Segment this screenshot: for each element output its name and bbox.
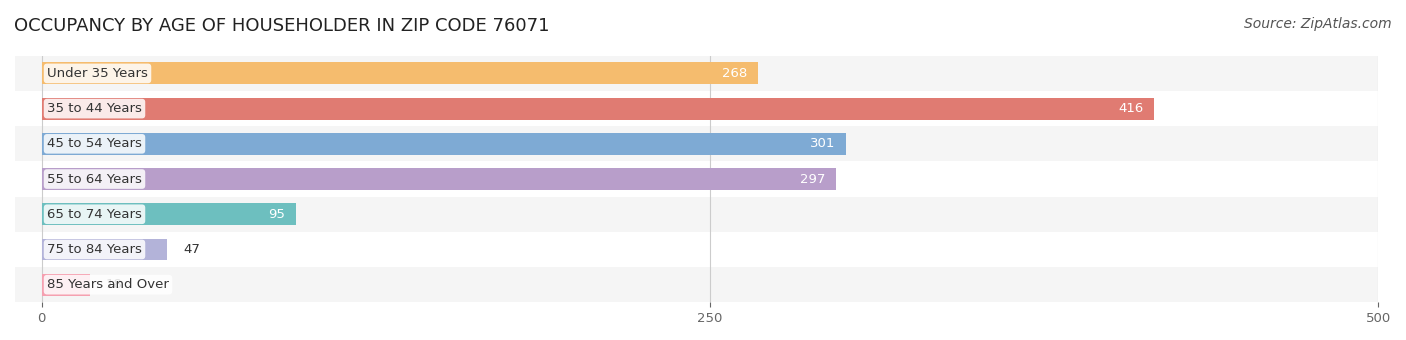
Text: Source: ZipAtlas.com: Source: ZipAtlas.com [1244,17,1392,31]
Text: 268: 268 [723,67,748,80]
Bar [42,133,846,155]
Text: Under 35 Years: Under 35 Years [46,67,148,80]
Bar [42,98,1154,120]
Text: 55 to 64 Years: 55 to 64 Years [46,172,142,186]
Bar [42,168,835,190]
Bar [15,197,1378,232]
Text: 301: 301 [810,137,835,150]
Text: 297: 297 [800,172,825,186]
Text: 95: 95 [269,208,285,221]
Bar [15,232,1378,267]
Text: 18: 18 [105,278,122,291]
Text: 35 to 44 Years: 35 to 44 Years [46,102,142,115]
Text: 65 to 74 Years: 65 to 74 Years [46,208,142,221]
Text: 85 Years and Over: 85 Years and Over [46,278,169,291]
Text: 75 to 84 Years: 75 to 84 Years [46,243,142,256]
Text: 45 to 54 Years: 45 to 54 Years [46,137,142,150]
Bar [15,56,1378,91]
Text: 47: 47 [183,243,200,256]
Bar [15,91,1378,126]
Bar [42,239,167,260]
Bar [15,267,1378,302]
Text: OCCUPANCY BY AGE OF HOUSEHOLDER IN ZIP CODE 76071: OCCUPANCY BY AGE OF HOUSEHOLDER IN ZIP C… [14,17,550,35]
Bar [42,274,90,295]
Bar [42,203,295,225]
Text: 416: 416 [1118,102,1143,115]
Bar [42,63,758,84]
Bar [15,126,1378,162]
Bar [15,162,1378,197]
